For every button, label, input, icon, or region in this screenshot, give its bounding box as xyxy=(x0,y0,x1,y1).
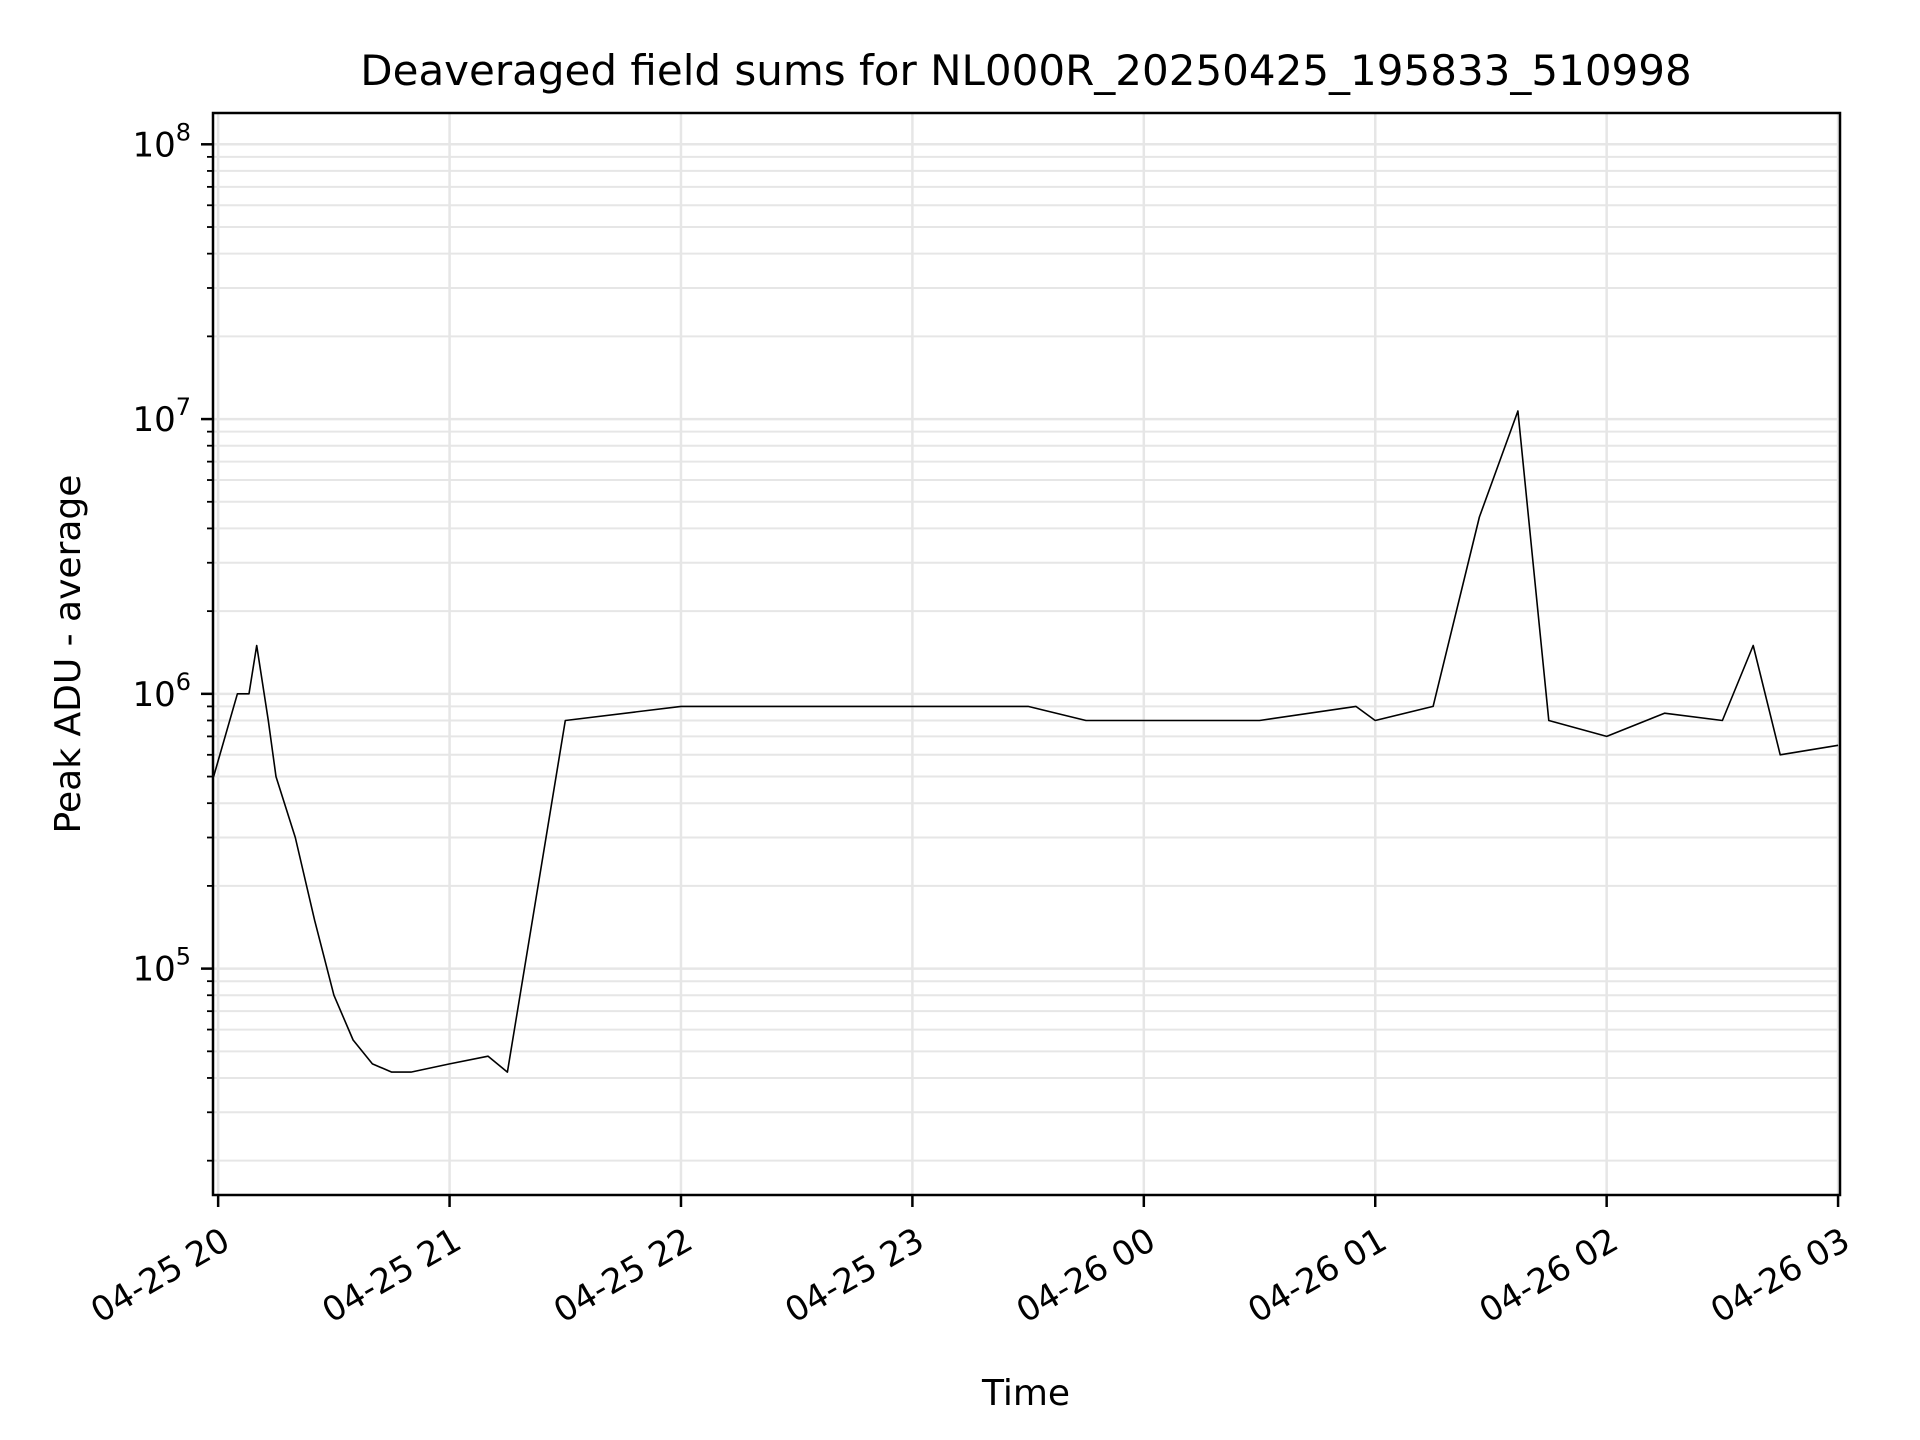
x-axis-label: Time xyxy=(981,1373,1070,1414)
series-line xyxy=(212,410,1839,1073)
chart-title: Deaveraged field sums for NL000R_2025042… xyxy=(360,46,1691,95)
y-tick-label: 107 xyxy=(132,393,191,440)
y-tick-label: 108 xyxy=(132,118,191,165)
y-tick-label: 105 xyxy=(132,943,191,990)
series-layer xyxy=(212,410,1839,1073)
plot-frame xyxy=(211,111,1842,1197)
y-tick-label: 106 xyxy=(132,668,191,715)
grid xyxy=(213,113,1840,1195)
y-axis-label: Peak ADU - average xyxy=(48,475,89,834)
